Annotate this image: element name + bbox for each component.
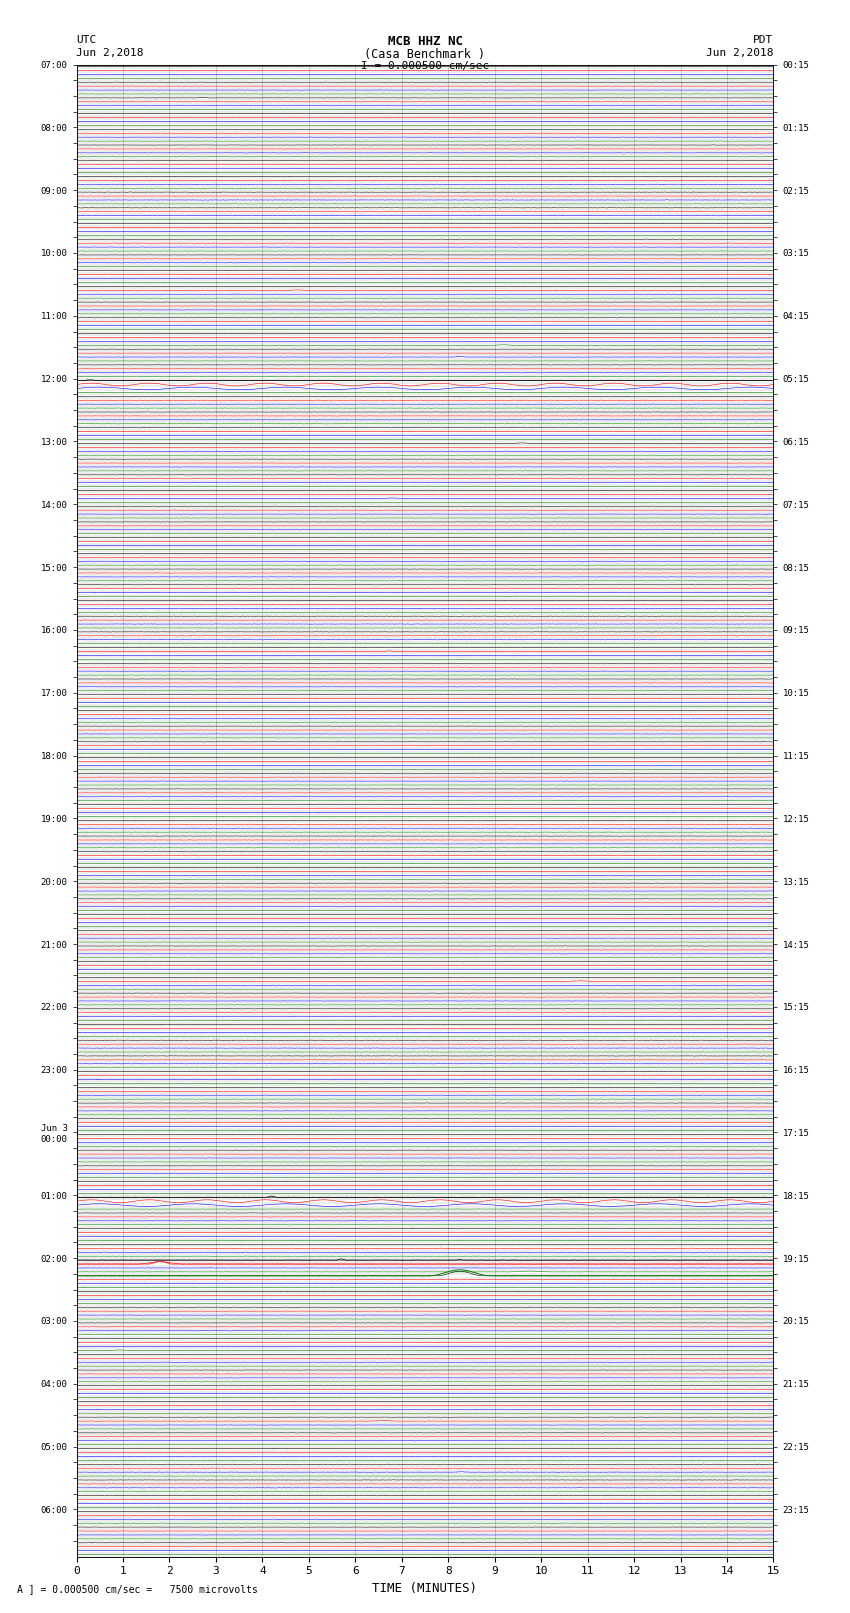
Text: Jun 2,2018: Jun 2,2018 (706, 48, 774, 58)
X-axis label: TIME (MINUTES): TIME (MINUTES) (372, 1582, 478, 1595)
Text: A ] = 0.000500 cm/sec =   7500 microvolts: A ] = 0.000500 cm/sec = 7500 microvolts (17, 1584, 258, 1594)
Text: (Casa Benchmark ): (Casa Benchmark ) (365, 48, 485, 61)
Text: PDT: PDT (753, 35, 774, 45)
Text: Jun 2,2018: Jun 2,2018 (76, 48, 144, 58)
Text: UTC: UTC (76, 35, 97, 45)
Text: MCB HHZ NC: MCB HHZ NC (388, 35, 462, 48)
Text: I = 0.000500 cm/sec: I = 0.000500 cm/sec (361, 61, 489, 71)
